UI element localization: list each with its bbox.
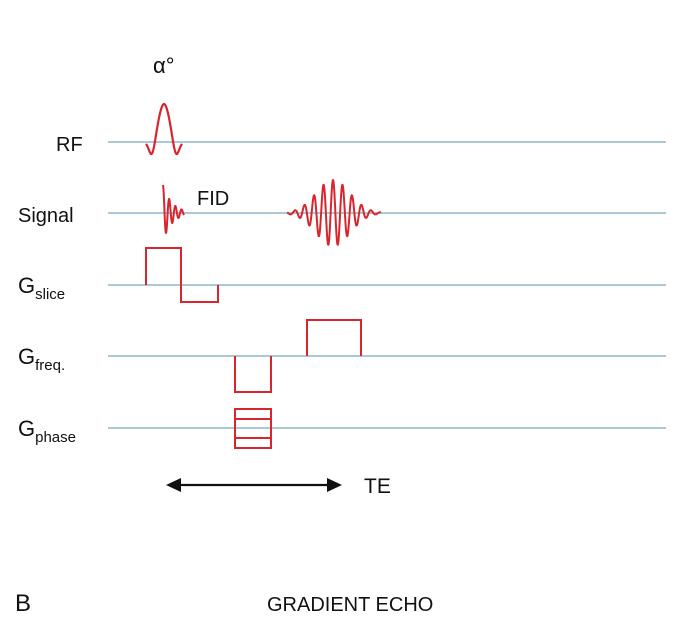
fid-label: FID [197,188,229,210]
rf-pulse-waveform [145,102,183,156]
rf-label: RF [56,134,83,156]
timing-baselines [108,141,666,429]
g-slice-main: G [18,273,35,298]
flip-angle-label: α° [153,53,175,78]
signal-label: Signal [18,205,74,227]
phase-encoding-table [234,408,272,449]
g-freq-subscript: freq. [35,357,65,374]
g-slice-label: Gslice [18,273,65,303]
g-slice-subscript: slice [35,286,65,303]
fid-waveform [162,184,185,234]
g-freq-main: G [18,344,35,369]
te-label: TE [364,475,391,498]
g-phase-main: G [18,416,35,441]
gradient-echo-waveform [286,179,382,246]
freq-readout-lobe [306,319,362,356]
diagram-caption: GRADIENT ECHO [267,594,433,616]
g-freq-label: Gfreq. [18,344,65,374]
g-phase-label: Gphase [18,416,76,446]
panel-letter: B [15,590,31,617]
slice-select-gradient [145,247,219,303]
g-phase-subscript: phase [35,429,76,446]
te-double-arrow [166,478,342,492]
freq-dephase-lobe [234,356,272,393]
